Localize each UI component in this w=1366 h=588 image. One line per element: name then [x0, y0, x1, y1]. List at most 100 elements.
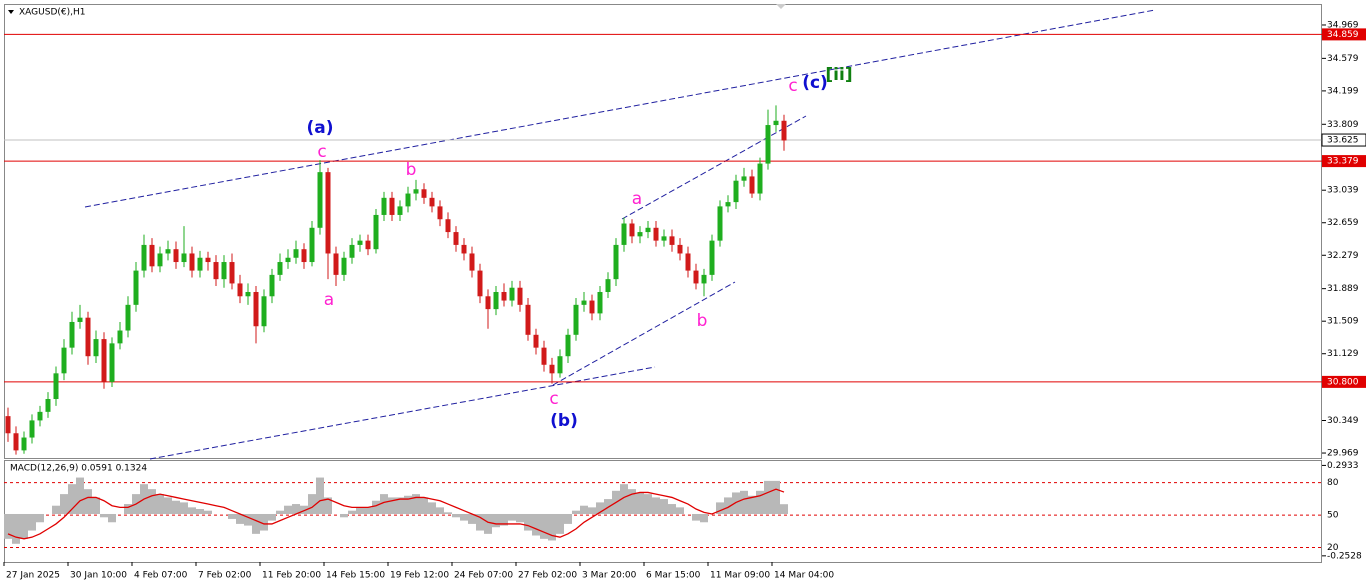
candle-body: [485, 296, 491, 310]
macd-histogram-bar: [348, 510, 356, 514]
macd-histogram-bar: [660, 499, 668, 514]
macd-histogram-bar: [108, 513, 116, 523]
macd-histogram-bar: [100, 513, 108, 518]
y-tick-label: 29.969: [1327, 449, 1359, 459]
macd-histogram-bar: [156, 494, 164, 514]
macd-histogram-bar: [772, 480, 780, 514]
candle-body: [245, 291, 251, 297]
candle-body: [493, 291, 499, 310]
macd-histogram-bar: [84, 489, 92, 514]
macd-histogram-bar: [268, 513, 276, 521]
macd-histogram-bar: [172, 500, 180, 514]
candle-body: [765, 125, 771, 164]
macd-histogram-bar: [316, 477, 324, 514]
candle-body: [133, 270, 139, 305]
macd-histogram-bar: [732, 492, 740, 514]
macd-histogram-bar: [468, 513, 476, 524]
macd-histogram-bar: [596, 502, 604, 514]
candle-body: [773, 120, 779, 126]
candle-body: [181, 253, 187, 263]
symbol-title: XAGUSD(€),H1: [19, 8, 85, 18]
candle-body: [733, 180, 739, 203]
macd-histogram-bar: [532, 513, 540, 536]
macd-histogram-bar: [276, 510, 284, 514]
candle-body: [477, 270, 483, 297]
macd-histogram-bar: [292, 504, 300, 514]
candle-body: [205, 257, 211, 263]
candle-body: [317, 172, 323, 228]
candle-body: [69, 321, 75, 348]
y-tick-label: 34.579: [1327, 54, 1359, 64]
candle-body: [741, 176, 747, 181]
candle-body: [349, 244, 355, 258]
macd-histogram-bar: [380, 494, 388, 514]
candle-body: [709, 240, 715, 275]
macd-histogram-bar: [724, 497, 732, 514]
wave-label: c: [317, 142, 326, 162]
candle-body: [501, 291, 507, 301]
candle-body: [453, 232, 459, 245]
candle-body: [405, 193, 411, 207]
candle-body: [781, 120, 787, 141]
macd-histogram-bar: [676, 507, 684, 514]
wave-label: (b): [550, 411, 578, 431]
macd-histogram-bar: [508, 513, 516, 521]
candle-body: [421, 189, 427, 198]
candle-body: [693, 270, 699, 284]
macd-histogram-bar: [308, 494, 316, 514]
candle-body: [77, 317, 83, 322]
menu-triangle: [8, 10, 14, 14]
candle-body: [301, 249, 307, 263]
x-tick-label: 27 Jan 2025: [6, 571, 60, 581]
macd-histogram-bar: [412, 494, 420, 514]
candle-body: [253, 291, 259, 327]
macd-histogram-bar: [588, 507, 596, 514]
y-tick-label: 32.279: [1327, 251, 1359, 261]
macd-histogram-bar: [428, 502, 436, 514]
y-tick-label: 34.199: [1327, 86, 1359, 96]
y-tick-label: 31.129: [1327, 349, 1359, 359]
macd-histogram-bar: [628, 489, 636, 514]
current-price-label: 33.625: [1327, 136, 1359, 146]
macd-histogram-bar: [284, 505, 292, 514]
x-tick-label: 7 Feb 02:00: [198, 571, 252, 581]
macd-histogram-bar: [764, 480, 772, 514]
macd-histogram-bar: [780, 504, 788, 514]
macd-histogram-bar: [372, 500, 380, 514]
candle-body: [645, 227, 651, 233]
candle-body: [101, 339, 107, 382]
level-label-box: [1322, 375, 1366, 388]
macd-histogram-bar: [404, 495, 412, 514]
macd-histogram-bar: [716, 502, 724, 514]
candle-body: [29, 420, 35, 438]
candle-body: [413, 189, 419, 194]
candle-body: [573, 304, 579, 335]
macd-histogram-bar: [164, 497, 172, 514]
candle-body: [341, 257, 347, 275]
macd-histogram-bar: [516, 513, 524, 523]
candle-body: [197, 257, 203, 271]
candle-body: [621, 223, 627, 245]
macd-level-label: 20: [1327, 543, 1339, 553]
candle-body: [213, 262, 219, 280]
macd-histogram-bar: [204, 510, 212, 514]
candle-body: [149, 244, 155, 267]
macd-panel-frame: [4, 460, 1322, 563]
candle-body: [141, 244, 147, 271]
macd-histogram-bar: [444, 512, 452, 514]
macd-histogram-bar: [652, 497, 660, 514]
candle-body: [93, 339, 99, 357]
candle-body: [661, 236, 667, 241]
macd-histogram-bar: [92, 497, 100, 514]
wave-label: c: [788, 76, 797, 96]
macd-histogram-bar: [52, 505, 60, 514]
level-label: 33.379: [1327, 157, 1359, 167]
macd-histogram-bar: [548, 513, 556, 541]
main-panel-frame: [4, 4, 1322, 459]
candle-body: [173, 249, 179, 263]
macd-histogram-bar: [340, 513, 348, 518]
candle-body: [53, 373, 59, 400]
macd-y-tick-label: -0.2528: [1327, 551, 1362, 561]
macd-y-tick-label: 0.2933: [1327, 461, 1359, 471]
macd-histogram-bar: [492, 513, 500, 528]
